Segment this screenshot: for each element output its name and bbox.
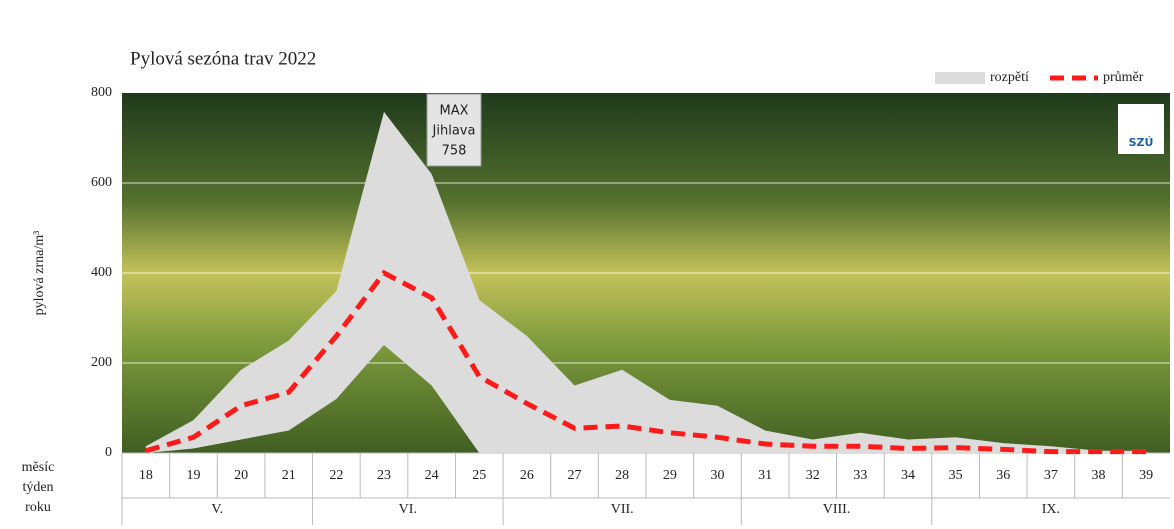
y-tick-label: 0: [105, 445, 112, 460]
annotation: Jihlava: [432, 124, 476, 139]
y-tick-label: 600: [91, 175, 112, 190]
annotation: 758: [442, 144, 467, 159]
chart-title: Pylová sezóna trav 2022: [130, 48, 316, 69]
y-tick-label: 400: [91, 265, 112, 280]
x-tick-label: 39: [1139, 468, 1153, 483]
month-label: VI.: [399, 502, 417, 517]
x-tick-label: 31: [758, 468, 772, 483]
legend-label: rozpětí: [990, 70, 1029, 85]
month-label: V.: [211, 502, 223, 517]
mean-line: [145, 269, 1147, 455]
x-tick-label: 32: [806, 468, 820, 483]
x-tick-label: 34: [901, 468, 915, 483]
x-tick-label: 36: [996, 468, 1010, 483]
x-tick-label: 23: [377, 468, 391, 483]
x-tick-label: 24: [425, 468, 439, 483]
x-tick-label: 27: [568, 468, 582, 483]
legend-swatch: [935, 72, 985, 84]
x-tick-label: 22: [329, 468, 343, 483]
y-axis-label: pylová zrna/m³: [32, 231, 47, 316]
x-tick-label: 30: [710, 468, 724, 483]
month-label: IX.: [1042, 502, 1060, 517]
y-tick-label: 800: [91, 85, 112, 100]
x-tick-label: 35: [949, 468, 963, 483]
x-tick-label: 33: [853, 468, 867, 483]
annotation: MAX: [439, 104, 468, 119]
x-tick-label: 29: [663, 468, 677, 483]
x-tick-label: 28: [615, 468, 629, 483]
annotation-box: [426, 93, 482, 167]
logo: SZÚ: [1129, 136, 1154, 149]
x-tick-label: 21: [282, 468, 296, 483]
logo-box: [1118, 104, 1164, 154]
x-tick-label: 20: [234, 468, 248, 483]
x-tick-label: 26: [520, 468, 534, 483]
row-label: měsíc: [22, 460, 55, 475]
x-tick-label: 18: [139, 468, 153, 483]
month-label: VII.: [611, 502, 634, 517]
x-tick-label: 25: [472, 468, 486, 483]
range-area: [145, 111, 1147, 454]
y-tick-label: 200: [91, 355, 112, 370]
row-label: roku: [25, 500, 51, 515]
x-tick-label: 38: [1092, 468, 1106, 483]
x-tick-label: 37: [1044, 468, 1058, 483]
legend-label: průměr: [1103, 70, 1144, 85]
x-tick-label: 19: [186, 468, 200, 483]
row-label: týden: [22, 480, 53, 495]
chart-body: 0 200 400 600 800 MAX Jihlava 758 rozpětí průměr 1…: [91, 70, 1170, 525]
month-label: VIII.: [823, 502, 851, 517]
